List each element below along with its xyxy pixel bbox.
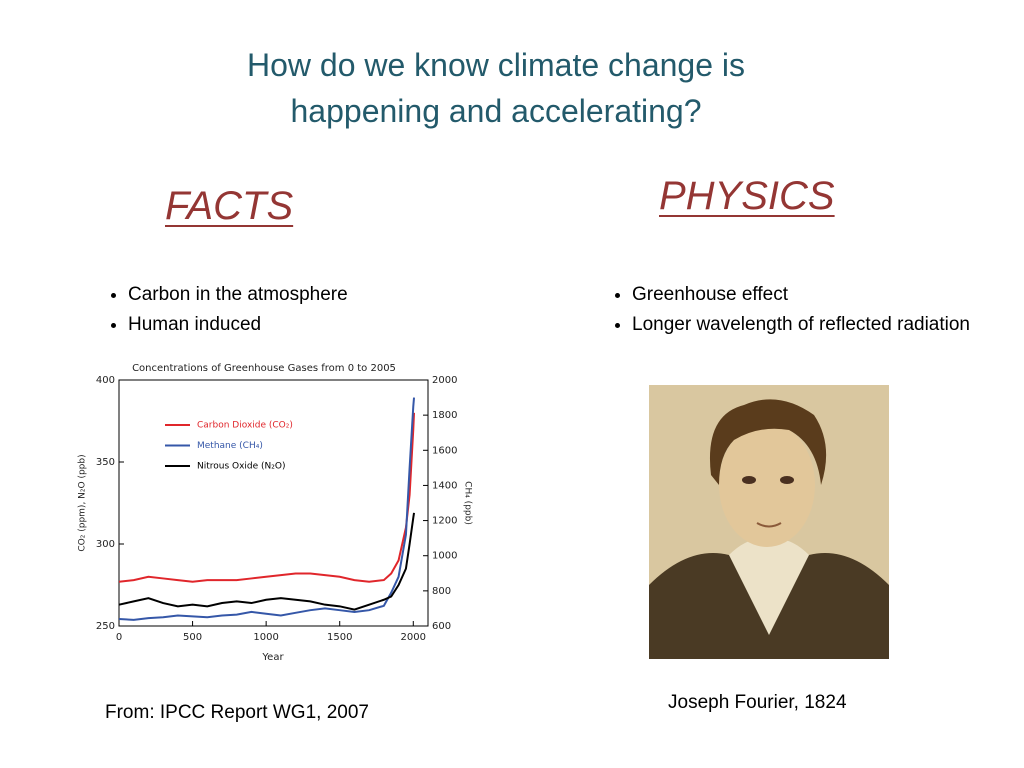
- y2-tick-label: 1000: [432, 551, 457, 562]
- legend-label: Carbon Dioxide (CO₂): [197, 421, 293, 431]
- title-line: How do we know climate change is: [246, 47, 745, 83]
- title-line: happening and accelerating?: [290, 93, 702, 129]
- right-bullets: Greenhouse effect Longer wavelength of r…: [616, 280, 977, 340]
- x-tick-label: 2000: [401, 632, 426, 643]
- chart: Concentrations of Greenhouse Gases from …: [78, 363, 473, 663]
- y2-tick-label: 1400: [432, 480, 457, 491]
- x-tick-label: 1500: [327, 632, 352, 643]
- bullet: Longer wavelength of reflected radiation: [632, 310, 977, 340]
- y-axis-label: CO₂ (ppm), N₂O (ppb): [78, 454, 88, 551]
- bullet: Greenhouse effect: [632, 280, 977, 310]
- x-tick-label: 1000: [253, 632, 278, 643]
- y-tick-label: 300: [96, 539, 115, 550]
- y2-tick-label: 600: [432, 621, 451, 632]
- x-tick-label: 500: [183, 632, 202, 643]
- portrait-coat: [649, 553, 889, 659]
- left-caption: From: IPCC Report WG1, 2007: [105, 702, 369, 723]
- series-line: [118, 512, 416, 611]
- legend-label: Methane (CH₄): [197, 441, 263, 451]
- portrait-cravat: [729, 539, 809, 635]
- bullet: Carbon in the atmosphere: [128, 280, 348, 310]
- slide-title: How do we know climate change is happeni…: [0, 42, 992, 134]
- left-bullets: Carbon in the atmosphere Human induced: [112, 280, 348, 340]
- right-caption: Joseph Fourier, 1824: [668, 692, 847, 713]
- x-tick-label: 0: [116, 632, 122, 643]
- left-heading: FACTS: [165, 184, 294, 228]
- y-tick-label: 250: [96, 621, 115, 632]
- right-heading: PHYSICS: [659, 174, 835, 218]
- plot-frame: [118, 379, 429, 627]
- y2-tick-label: 1200: [432, 516, 457, 527]
- portrait: [649, 385, 889, 659]
- portrait-eye: [780, 476, 794, 484]
- bullet: Human induced: [128, 310, 348, 340]
- y-tick-label: 350: [96, 457, 115, 468]
- portrait-mouth: [756, 522, 782, 528]
- x-axis-label: Year: [261, 652, 284, 663]
- y-tick-label: 400: [96, 375, 115, 386]
- y2-axis-label: CH₄ (ppb): [463, 481, 473, 525]
- portrait-hair: [709, 399, 827, 485]
- series-line: [118, 397, 416, 621]
- series-line: [118, 412, 416, 583]
- y2-tick-label: 800: [432, 586, 451, 597]
- portrait-face: [719, 423, 815, 547]
- legend-label: Nitrous Oxide (N₂O): [197, 462, 286, 472]
- y2-tick-label: 1600: [432, 445, 457, 456]
- portrait-eye: [742, 476, 756, 484]
- y2-tick-label: 1800: [432, 410, 457, 421]
- chart-title: Concentrations of Greenhouse Gases from …: [132, 363, 396, 374]
- y2-tick-label: 2000: [432, 375, 457, 386]
